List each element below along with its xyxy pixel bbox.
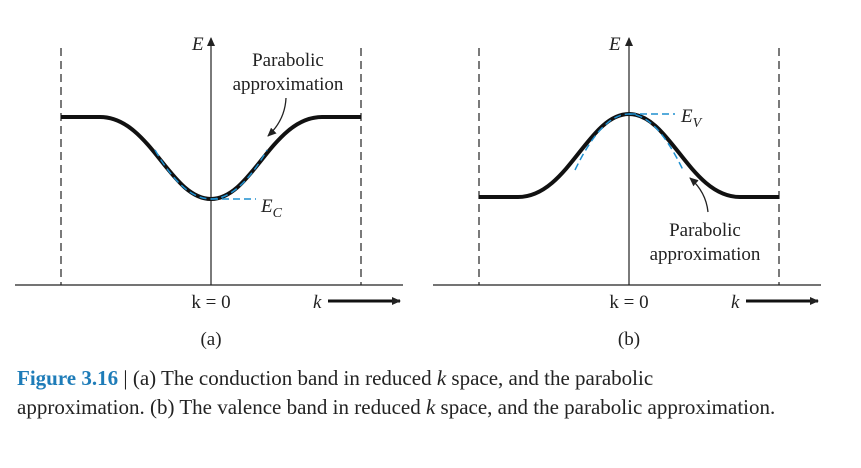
level-label: EV <box>680 106 703 131</box>
caption-var: k <box>436 366 447 390</box>
caption-text: space, and the parabolic approximation. <box>440 395 776 419</box>
level-sub: V <box>693 116 703 131</box>
e-axis-label: E <box>191 34 204 55</box>
level-sub: C <box>273 206 283 221</box>
annotation-arrow <box>267 97 287 137</box>
k-label: k <box>731 292 740 313</box>
caption: Figure 3.16 | (a) The conduction band in… <box>17 364 777 422</box>
figure: E Parabolic approximation EC k = 0 k (a)… <box>15 34 821 350</box>
origin-label: k = 0 <box>191 292 230 313</box>
annotation: Parabolic <box>252 50 324 71</box>
caption-var: k <box>425 395 436 419</box>
k-label: k <box>313 292 322 313</box>
annotation: approximation <box>233 74 344 95</box>
origin-label: k = 0 <box>609 292 648 313</box>
caption-text: space, and the parabolic approximation. … <box>17 366 654 419</box>
panel-tag: (b) <box>618 329 640 350</box>
panel-tag: (a) <box>200 329 221 350</box>
panel-b: E Parabolic approximation EV k = 0 k (b) <box>433 34 821 350</box>
e-axis-label: E <box>608 34 621 55</box>
figure-number: Figure 3.16 <box>17 366 119 390</box>
panel-a: E Parabolic approximation EC k = 0 k (a) <box>15 34 403 350</box>
level-main: E <box>260 196 273 217</box>
separator: | <box>123 366 128 390</box>
level-main: E <box>680 106 693 127</box>
level-label: EC <box>260 196 283 221</box>
annotation: approximation <box>650 244 761 265</box>
caption-text: (a) The conduction band in reduced <box>132 366 432 390</box>
annotation-arrow <box>689 177 709 213</box>
annotation: Parabolic <box>669 220 741 241</box>
